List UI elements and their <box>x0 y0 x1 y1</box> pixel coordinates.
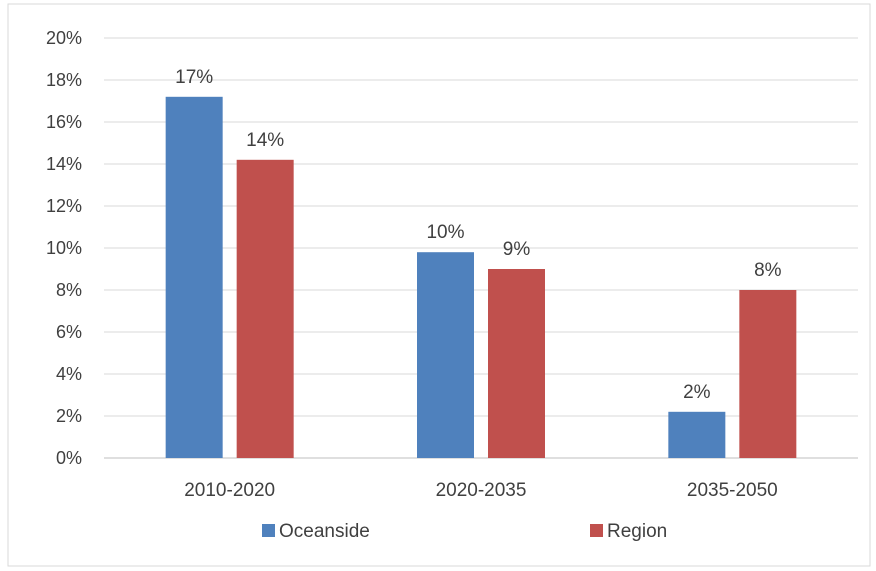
y-axis-ticks: 0% 2% 4% 6% 8% 10% 12% 14% 16% 18% 20% <box>46 28 82 468</box>
data-label: 17% <box>175 67 213 88</box>
y-tick-label: 6% <box>56 322 82 342</box>
y-tick-label: 8% <box>56 280 82 300</box>
legend-swatch-oceanside <box>262 524 275 537</box>
data-label: 9% <box>503 239 531 260</box>
bar-region <box>236 159 294 459</box>
y-tick-label: 2% <box>56 406 82 426</box>
data-labels: 17% 14% 10% 9% 2% 8% <box>175 67 782 403</box>
category-label: 2010-2020 <box>184 480 275 501</box>
bars <box>165 96 797 459</box>
y-tick-label: 4% <box>56 364 82 384</box>
y-tick-label: 18% <box>46 70 82 90</box>
y-tick-label: 12% <box>46 196 82 216</box>
bar-oceanside <box>417 252 474 458</box>
legend-swatch-region <box>590 524 603 537</box>
bar-region <box>488 269 545 458</box>
data-label: 10% <box>426 222 464 243</box>
legend: Oceanside Region <box>262 521 667 542</box>
bar-oceanside <box>668 411 726 458</box>
data-label: 14% <box>246 130 284 151</box>
data-label: 2% <box>683 382 711 403</box>
legend-label-oceanside: Oceanside <box>279 521 370 542</box>
y-tick-label: 16% <box>46 112 82 132</box>
category-label: 2035-2050 <box>687 480 778 501</box>
bar-oceanside <box>165 96 223 459</box>
gridlines <box>104 37 858 459</box>
y-tick-label: 10% <box>46 238 82 258</box>
x-axis-categories: 2010-2020 2020-2035 2035-2050 <box>184 480 778 501</box>
y-tick-label: 14% <box>46 154 82 174</box>
legend-label-region: Region <box>607 521 667 542</box>
category-label: 2020-2035 <box>436 480 527 501</box>
y-tick-label: 0% <box>56 448 82 468</box>
data-label: 8% <box>754 260 782 281</box>
y-tick-label: 20% <box>46 28 82 48</box>
bar-region <box>739 290 797 458</box>
chart-frame <box>7 3 871 567</box>
